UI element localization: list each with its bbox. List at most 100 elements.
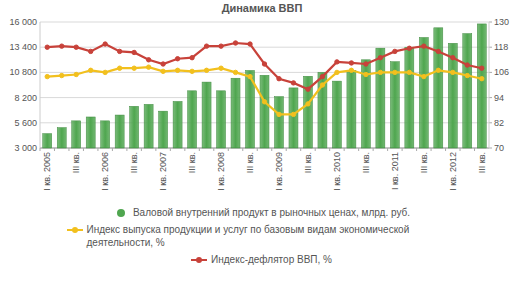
marker: [88, 68, 92, 72]
marker: [378, 56, 382, 60]
marker: [74, 72, 78, 76]
bar: [217, 91, 226, 148]
marker: [422, 74, 426, 78]
legend-label: Индекс выпуска продукции и услуг по базо…: [87, 223, 457, 249]
grid-line: [40, 22, 489, 23]
x-tick-label: III кв.: [187, 152, 197, 173]
y-tick-label: 8 200: [14, 93, 37, 103]
marker: [291, 81, 295, 85]
marker: [480, 77, 484, 81]
x-tick-label: I кв. 2009: [274, 152, 284, 191]
marker: [45, 74, 49, 78]
x-tick: [112, 148, 113, 151]
x-tick: [242, 148, 243, 151]
x-tick: [445, 148, 446, 151]
marker: [175, 57, 179, 61]
x-tick: [170, 148, 171, 151]
marker: [190, 69, 194, 73]
marker: [422, 44, 426, 48]
marker: [74, 45, 78, 49]
x-tick-label: III кв.: [303, 152, 313, 173]
bar: [159, 111, 168, 148]
x-tick: [329, 148, 330, 151]
marker: [132, 66, 136, 70]
y-axis: [40, 22, 41, 148]
bar: [130, 106, 139, 148]
y-tick-label: 5 600: [14, 118, 37, 128]
marker: [451, 70, 455, 74]
marker: [103, 42, 107, 46]
marker: [233, 41, 237, 45]
y-tick-label: 16 000: [9, 17, 37, 27]
x-tick-label: III кв.: [361, 152, 371, 173]
bar: [173, 101, 182, 148]
bar: [57, 128, 66, 148]
bar: [260, 75, 269, 148]
marker: [465, 63, 469, 67]
marker: [320, 83, 324, 87]
marker: [146, 58, 150, 62]
y2-tick-label: 130: [494, 17, 509, 27]
x-tick-label: III кв.: [419, 152, 429, 173]
x-tick: [286, 148, 287, 151]
marker: [88, 49, 92, 53]
bar: [332, 81, 341, 148]
legend-label: Валовой внутренний продукт в рыночных це…: [133, 206, 410, 219]
x-tick-label: I кв. 2008: [216, 152, 226, 191]
x-tick-label: I кв. 2007: [158, 152, 168, 191]
x-tick: [387, 148, 388, 151]
x-tick: [344, 148, 345, 151]
x-tick: [126, 148, 127, 151]
marker: [219, 66, 223, 70]
bar: [419, 38, 428, 148]
marker: [407, 46, 411, 50]
bar: [289, 88, 298, 148]
marker: [219, 44, 223, 48]
marker: [335, 60, 339, 64]
y2-tick-label: 106: [494, 67, 509, 77]
marker: [45, 45, 49, 49]
marker: [161, 69, 165, 73]
x-tick-label: I кв. 2010: [332, 152, 342, 191]
x-tick: [300, 148, 301, 151]
bar: [477, 24, 486, 148]
y2-axis: [489, 22, 490, 148]
legend: Валовой внутренний продукт в рыночных це…: [0, 206, 523, 270]
x-tick-label: I кв. 2011: [390, 152, 400, 190]
x-tick: [155, 148, 156, 151]
marker: [175, 68, 179, 72]
x-tick-label: III кв.: [245, 152, 255, 173]
bar: [318, 72, 327, 148]
y-tick-label: 10 800: [9, 67, 37, 77]
legend-item: Валовой внутренний продукт в рыночных це…: [0, 206, 523, 219]
marker: [480, 66, 484, 70]
marker: [393, 49, 397, 53]
x-tick: [271, 148, 272, 151]
y2-tick-label: 82: [494, 118, 504, 128]
legend-item: Индекс-дефлятор ВВП, %: [0, 253, 523, 266]
bar: [347, 70, 356, 148]
x-tick: [40, 148, 41, 151]
x-tick-label: I кв. 2005: [42, 152, 52, 191]
bar: [390, 62, 399, 148]
x-tick: [373, 148, 374, 151]
legend-label: Индекс-дефлятор ВВП, %: [211, 253, 332, 266]
marker: [103, 70, 107, 74]
y-tick-label: 13 400: [9, 42, 37, 52]
marker: [407, 70, 411, 74]
x-tick-label: III кв.: [477, 152, 487, 173]
x-tick: [358, 148, 359, 151]
marker: [291, 112, 295, 116]
marker: [465, 73, 469, 77]
bar: [86, 117, 95, 148]
bar: [188, 91, 197, 148]
marker: [364, 62, 368, 66]
x-tick: [213, 148, 214, 151]
marker: [306, 87, 310, 91]
marker: [60, 73, 64, 77]
bar: [101, 121, 110, 148]
marker: [60, 44, 64, 48]
marker: [117, 49, 121, 53]
bar: [376, 48, 385, 148]
x-tick: [431, 148, 432, 151]
